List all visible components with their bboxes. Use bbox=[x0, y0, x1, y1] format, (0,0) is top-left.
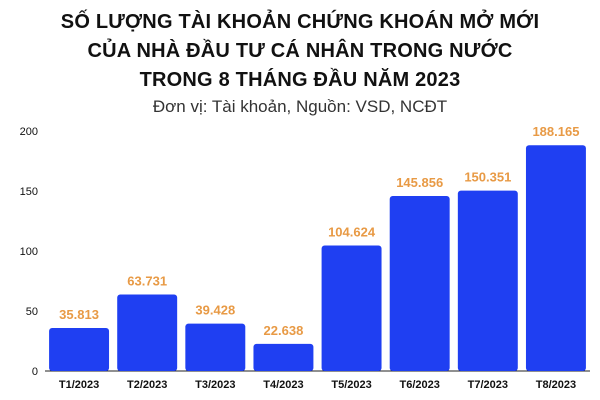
chart-title-line-3: TRONG 8 THÁNG ĐẦU NĂM 2023 bbox=[139, 69, 461, 91]
bar bbox=[117, 294, 178, 371]
chart-title-line-2: CỦA NHÀ ĐẦU TƯ CÁ NHÂN TRONG NƯỚC bbox=[87, 40, 513, 62]
y-tick-label: 200 bbox=[20, 126, 38, 138]
x-tick-label: T5/2023 bbox=[331, 379, 371, 391]
x-tick-label: T1/2023 bbox=[59, 379, 99, 391]
x-tick-label: T6/2023 bbox=[400, 379, 440, 391]
data-label: 63.731 bbox=[127, 274, 167, 289]
data-label: 104.624 bbox=[328, 224, 376, 239]
x-tick-label: T7/2023 bbox=[468, 379, 508, 391]
chart-header: SỐ LƯỢNG TÀI KHOẢN CHỨNG KHOÁN MỞ MỚI CỦ… bbox=[0, 8, 600, 119]
y-tick-label: 150 bbox=[20, 186, 38, 198]
x-tick-label: T3/2023 bbox=[195, 379, 235, 391]
data-label: 150.351 bbox=[464, 170, 511, 185]
bar bbox=[49, 328, 110, 371]
data-label: 22.638 bbox=[264, 323, 304, 338]
x-tick-label: T8/2023 bbox=[536, 379, 576, 391]
bar bbox=[525, 145, 586, 371]
y-tick-label: 50 bbox=[26, 306, 38, 318]
chart-subtitle: Đơn vị: Tài khoản, Nguồn: VSD, NCĐT bbox=[152, 97, 448, 116]
bar bbox=[185, 323, 246, 371]
x-tick-label: T2/2023 bbox=[127, 379, 167, 391]
data-label: 188.165 bbox=[532, 124, 579, 139]
data-label: 145.856 bbox=[396, 175, 443, 190]
bar bbox=[389, 195, 450, 371]
x-tick-label: T4/2023 bbox=[263, 379, 303, 391]
bar bbox=[253, 343, 314, 371]
data-label: 39.428 bbox=[195, 303, 235, 318]
bar bbox=[457, 190, 518, 371]
y-tick-label: 100 bbox=[20, 246, 38, 258]
chart-title-line-1: SỐ LƯỢNG TÀI KHOẢN CHỨNG KHOÁN MỞ MỚI bbox=[60, 11, 540, 33]
data-label: 35.813 bbox=[59, 307, 99, 322]
y-tick-label: 0 bbox=[32, 366, 38, 378]
bar bbox=[321, 245, 382, 371]
